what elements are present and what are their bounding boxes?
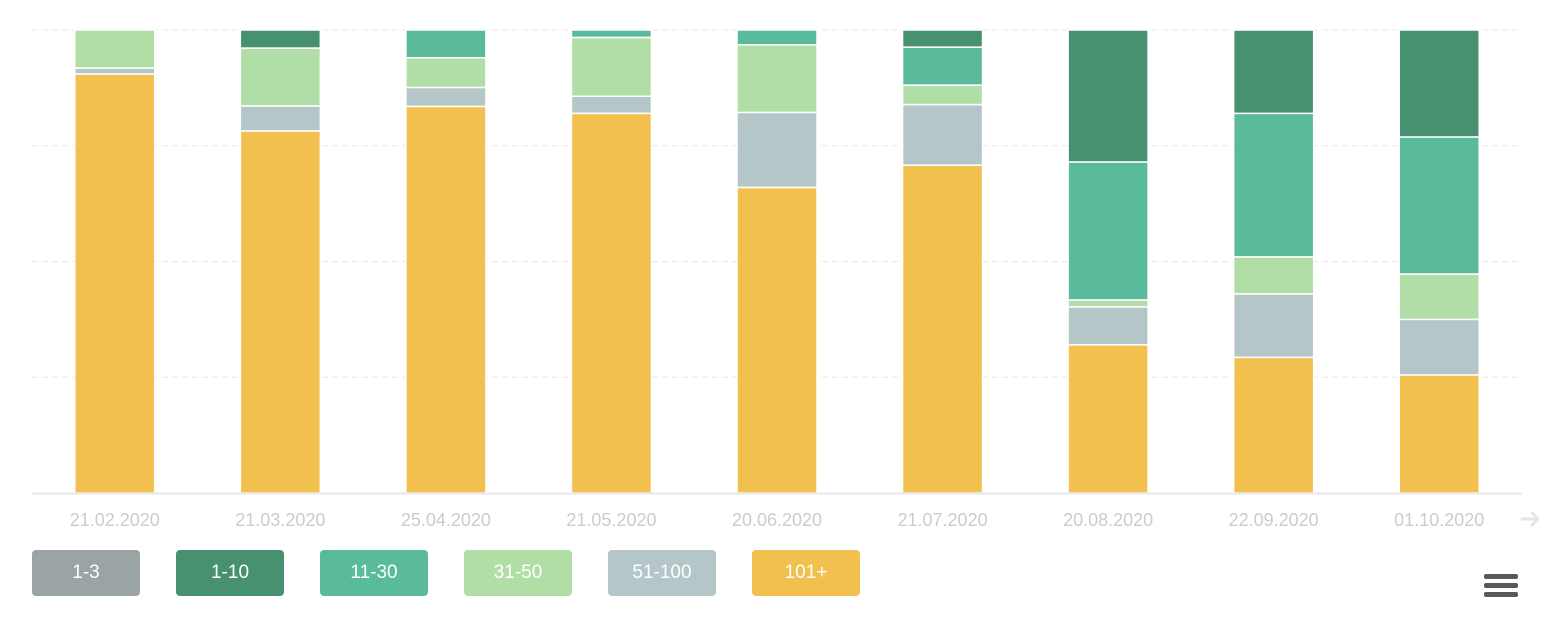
- bar-segment[interactable]: [239, 47, 322, 107]
- bar-segment[interactable]: [1067, 29, 1149, 163]
- bar-segment[interactable]: [570, 95, 653, 115]
- bar-segment[interactable]: [1398, 273, 1480, 321]
- x-tick-label: 21.02.2020: [70, 510, 160, 530]
- bar-segment[interactable]: [1232, 293, 1315, 359]
- bar-segment[interactable]: [570, 112, 653, 494]
- bar-segment[interactable]: [405, 57, 487, 89]
- bar-segment[interactable]: [736, 29, 818, 46]
- legend-item-11-30[interactable]: 11-30: [320, 550, 428, 596]
- bar-segment[interactable]: [1398, 374, 1480, 494]
- bar-segment[interactable]: [1398, 136, 1480, 275]
- bar-segment[interactable]: [1232, 356, 1315, 494]
- bar-segment[interactable]: [74, 73, 156, 494]
- legend: 1-3 1-10 11-30 31-50 51-100 101+: [32, 550, 860, 596]
- arrow-right-icon[interactable]: [1518, 506, 1544, 532]
- bar-segment[interactable]: [1398, 318, 1480, 376]
- legend-item-1-3[interactable]: 1-3: [32, 550, 140, 596]
- legend-item-101-plus[interactable]: 101+: [752, 550, 860, 596]
- bar-segment[interactable]: [1067, 161, 1149, 301]
- x-tick-label: 21.03.2020: [235, 510, 325, 530]
- bar-segment[interactable]: [1067, 299, 1149, 308]
- bar-segment[interactable]: [405, 29, 487, 59]
- bar-segment[interactable]: [901, 29, 984, 48]
- bar-segment[interactable]: [405, 105, 487, 494]
- bar-segment[interactable]: [1067, 306, 1149, 346]
- bar-segment[interactable]: [1232, 29, 1315, 115]
- bar-segment[interactable]: [1067, 344, 1149, 494]
- bar-segment[interactable]: [405, 86, 487, 108]
- stacked-bar-chart: 21.02.2020 21.03.2020 25.04.2020 21.05.2020…: [32, 29, 1522, 530]
- bar-segment[interactable]: [74, 29, 156, 69]
- bar-segment[interactable]: [901, 103, 984, 166]
- bar-segment[interactable]: [901, 164, 984, 494]
- bar-segment[interactable]: [239, 130, 322, 494]
- legend-item-1-10[interactable]: 1-10: [176, 550, 284, 596]
- legend-item-51-100[interactable]: 51-100: [608, 550, 716, 596]
- bar-segment[interactable]: [901, 84, 984, 106]
- x-tick-label: 21.07.2020: [898, 510, 988, 530]
- x-tick-label: 20.08.2020: [1063, 510, 1153, 530]
- bar-segment[interactable]: [1398, 29, 1480, 138]
- bar-segment[interactable]: [74, 67, 156, 75]
- x-tick-label: 21.05.2020: [566, 510, 656, 530]
- x-tick-label: 25.04.2020: [401, 510, 491, 530]
- bar-segment[interactable]: [736, 44, 818, 114]
- x-tick-label: 22.09.2020: [1229, 510, 1319, 530]
- bar-segment[interactable]: [570, 29, 653, 39]
- bar-segment[interactable]: [736, 111, 818, 189]
- hamburger-menu-icon[interactable]: [1484, 574, 1518, 600]
- bar-segment[interactable]: [736, 186, 818, 494]
- bar-segment[interactable]: [239, 105, 322, 132]
- bar-segment[interactable]: [1232, 256, 1315, 295]
- legend-item-31-50[interactable]: 31-50: [464, 550, 572, 596]
- x-tick-label: 20.06.2020: [732, 510, 822, 530]
- x-tick-label: 01.10.2020: [1394, 510, 1484, 530]
- bar-segment[interactable]: [239, 29, 322, 49]
- bar-segment[interactable]: [1232, 112, 1315, 258]
- bar-segment[interactable]: [901, 46, 984, 86]
- bar-segment[interactable]: [570, 36, 653, 97]
